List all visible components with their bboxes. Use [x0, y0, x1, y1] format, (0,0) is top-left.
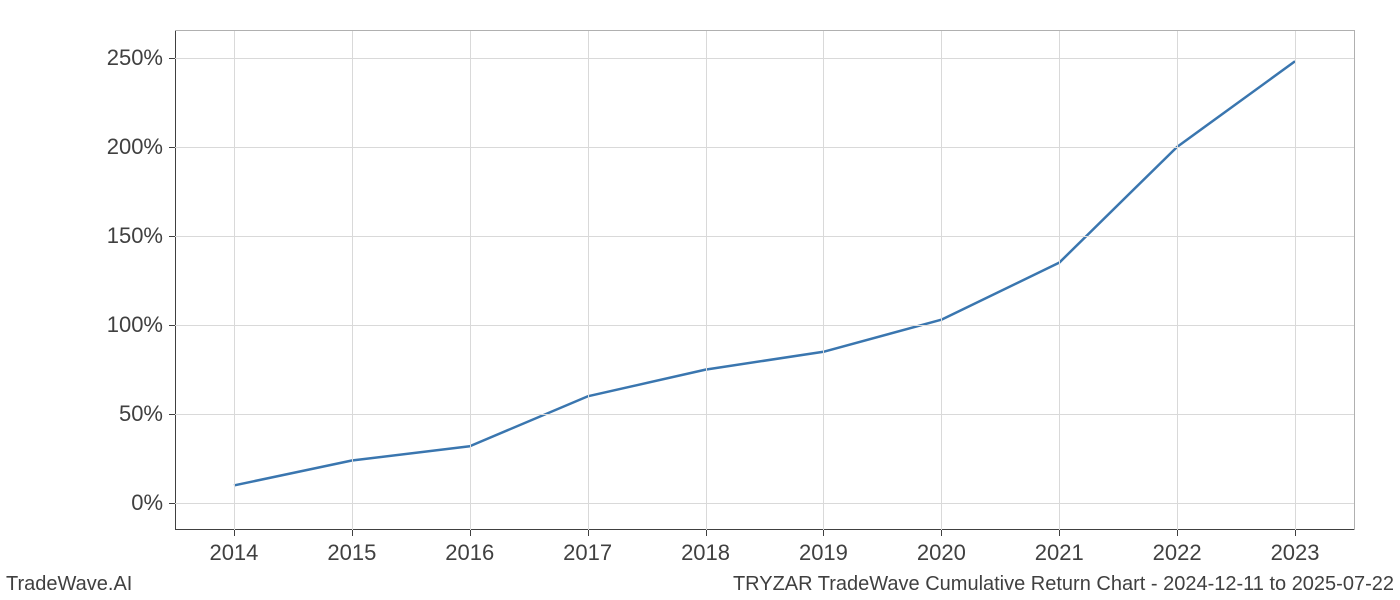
grid-horizontal	[175, 147, 1354, 148]
x-tick-label: 2022	[1153, 530, 1202, 566]
x-tick-label: 2021	[1035, 530, 1084, 566]
series-line-cumulative_return	[234, 61, 1295, 485]
grid-vertical	[1177, 31, 1178, 530]
x-tick-label: 2015	[327, 530, 376, 566]
x-tick-label: 2018	[681, 530, 730, 566]
chart-plot-area: 2014201520162017201820192020202120222023…	[175, 30, 1355, 530]
y-tick-label: 200%	[107, 134, 175, 160]
y-tick-label: 0%	[131, 490, 175, 516]
y-tick-label: 250%	[107, 45, 175, 71]
grid-vertical	[823, 31, 824, 530]
grid-vertical	[470, 31, 471, 530]
x-tick-label: 2016	[445, 530, 494, 566]
grid-horizontal	[175, 58, 1354, 59]
grid-horizontal	[175, 236, 1354, 237]
footer-brand: TradeWave.AI	[6, 573, 132, 596]
y-tick-label: 50%	[119, 401, 175, 427]
y-tick-label: 150%	[107, 223, 175, 249]
x-tick-label: 2017	[563, 530, 612, 566]
grid-vertical	[352, 31, 353, 530]
x-tick-label: 2019	[799, 530, 848, 566]
grid-horizontal	[175, 503, 1354, 504]
grid-vertical	[941, 31, 942, 530]
x-tick-label: 2023	[1271, 530, 1320, 566]
footer-caption: TRYZAR TradeWave Cumulative Return Chart…	[733, 573, 1394, 596]
plot-frame: 2014201520162017201820192020202120222023…	[175, 30, 1355, 530]
grid-horizontal	[175, 325, 1354, 326]
grid-vertical	[234, 31, 235, 530]
x-tick-label: 2014	[209, 530, 258, 566]
y-tick-label: 100%	[107, 312, 175, 338]
grid-vertical	[1295, 31, 1296, 530]
grid-vertical	[588, 31, 589, 530]
grid-vertical	[1059, 31, 1060, 530]
x-tick-label: 2020	[917, 530, 966, 566]
grid-vertical	[706, 31, 707, 530]
grid-horizontal	[175, 414, 1354, 415]
